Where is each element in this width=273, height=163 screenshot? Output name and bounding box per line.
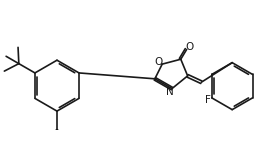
Text: N: N bbox=[166, 87, 174, 97]
Text: O: O bbox=[154, 57, 162, 67]
Text: O: O bbox=[185, 43, 193, 52]
Text: F: F bbox=[205, 95, 210, 105]
